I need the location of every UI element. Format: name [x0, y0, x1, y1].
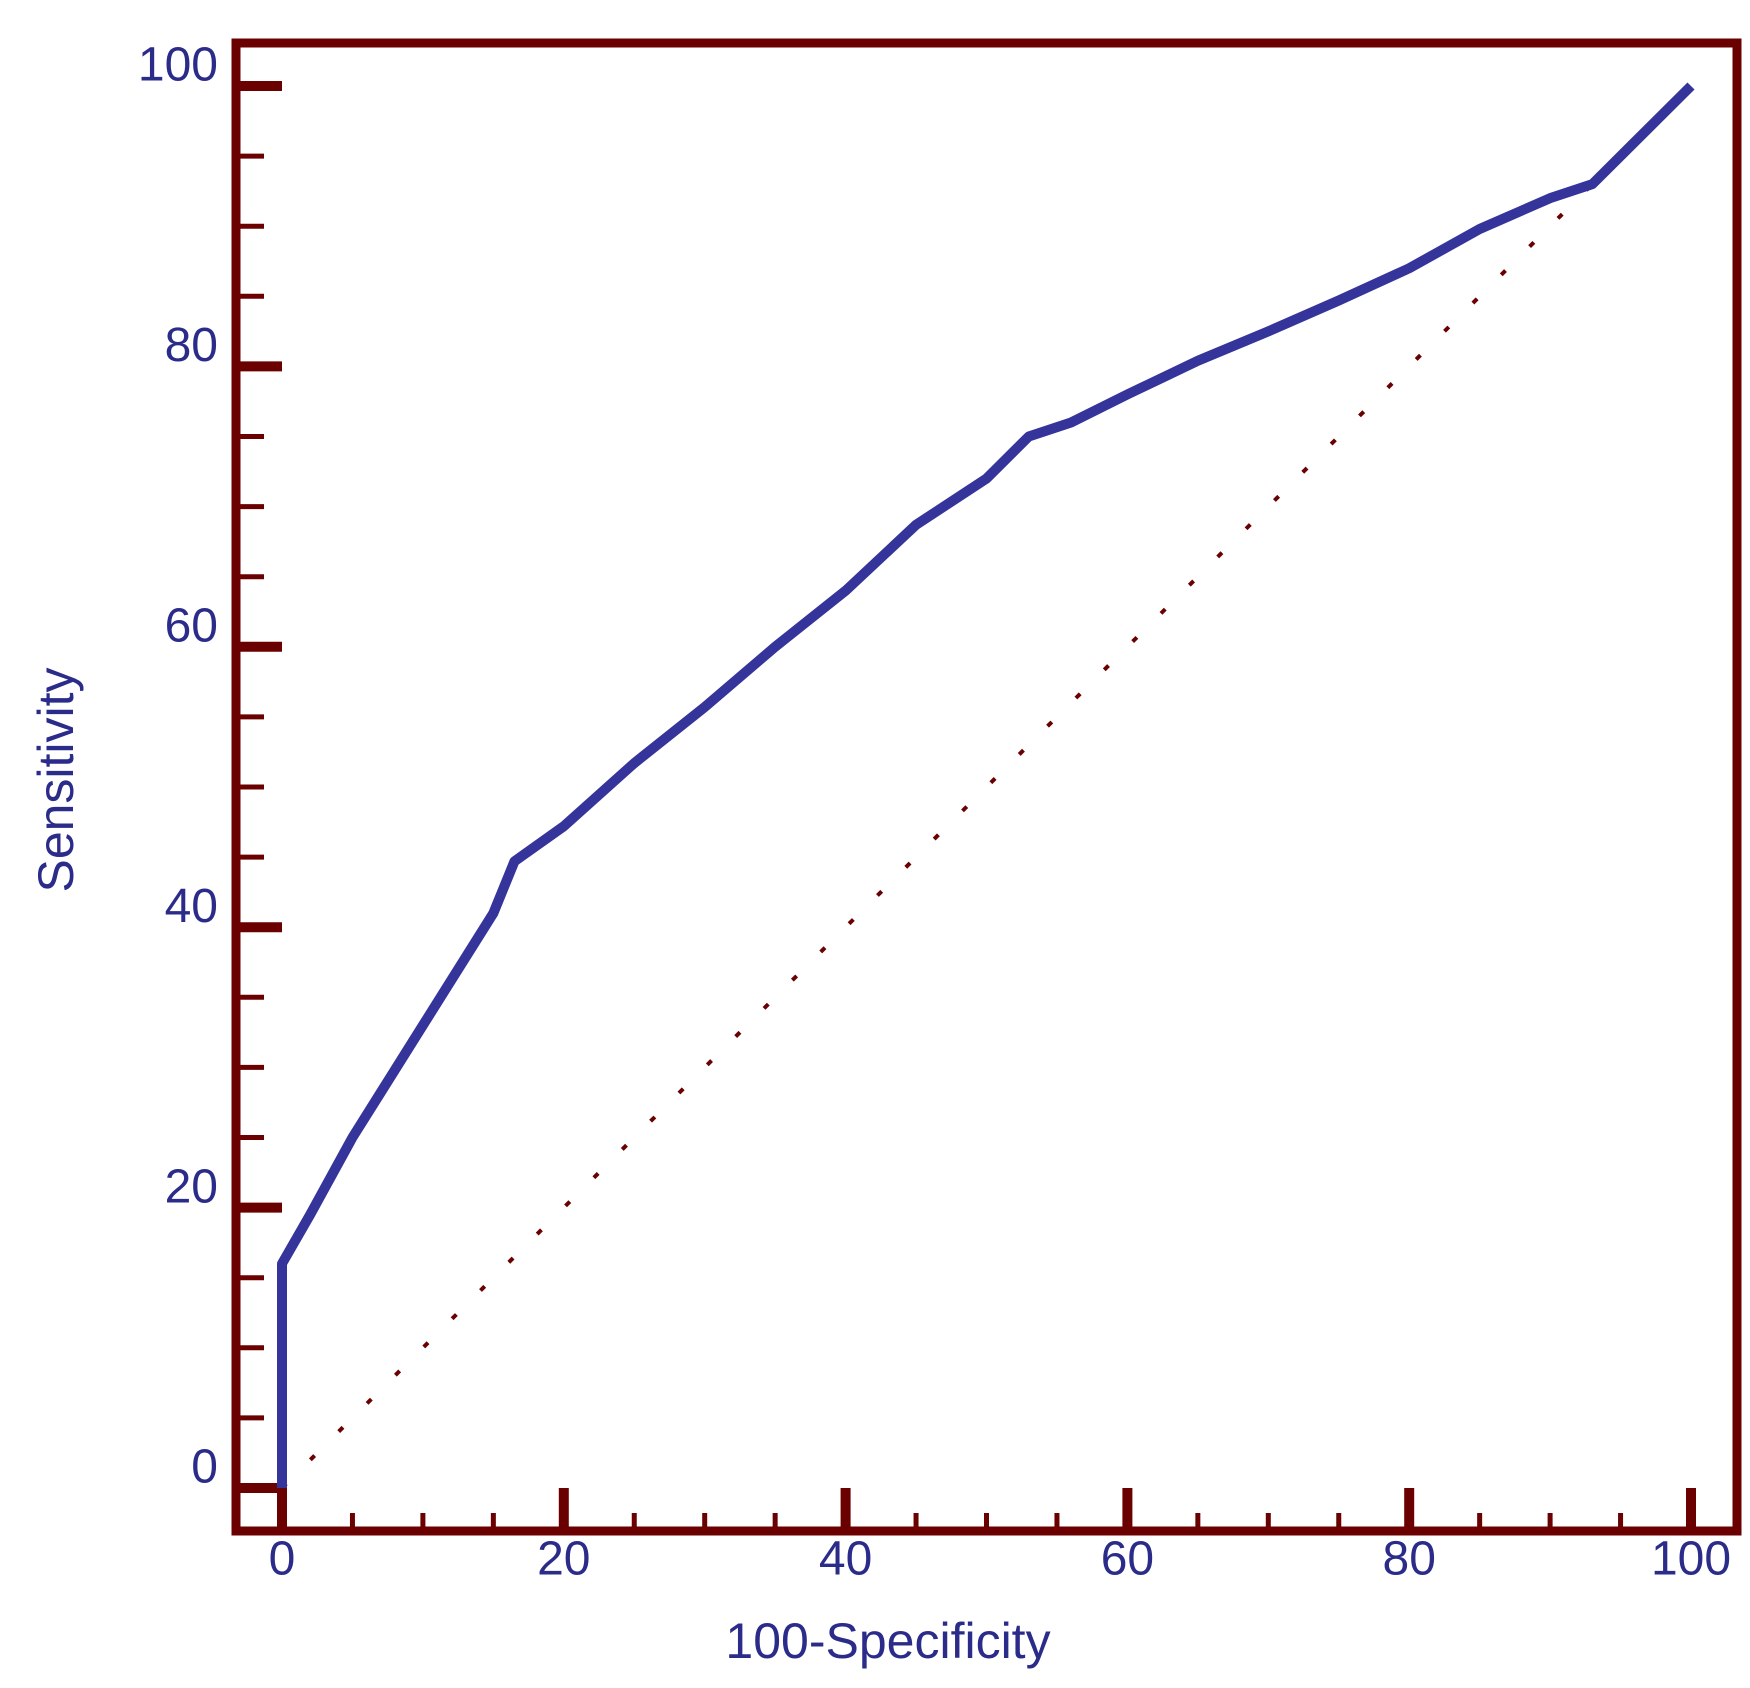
x-tick-label: 20 [537, 1533, 590, 1586]
x-tick-label: 100 [1651, 1533, 1731, 1586]
y-tick-label: 80 [165, 319, 218, 372]
y-tick-label: 100 [138, 39, 218, 92]
x-tick-label: 40 [819, 1533, 872, 1586]
plot-frame [231, 38, 1742, 1536]
y-tick-label: 20 [165, 1160, 218, 1213]
y-tick-label: 60 [165, 599, 218, 652]
y-tick-label: 0 [191, 1441, 218, 1494]
y-tick-label: 40 [165, 880, 218, 933]
y-axis-label: Sensitivity [28, 667, 84, 892]
x-tick-label: 60 [1101, 1533, 1154, 1586]
x-tick-label: 0 [269, 1533, 296, 1586]
reference-line [280, 84, 1693, 1490]
roc-curve [277, 82, 1695, 1488]
x-tick-label: 80 [1383, 1533, 1436, 1586]
x-axis-label: 100-Specificity [725, 1613, 1050, 1669]
